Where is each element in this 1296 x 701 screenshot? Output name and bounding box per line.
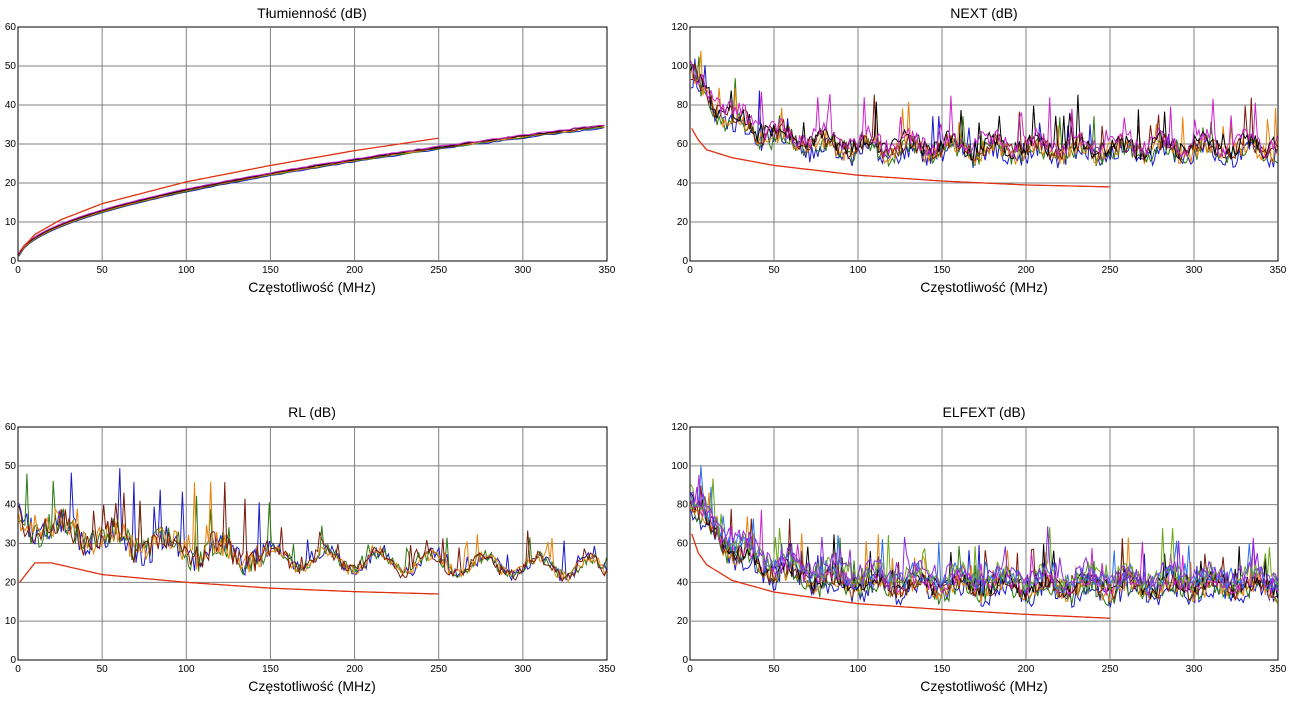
x-tick-label: 50: [97, 265, 109, 276]
x-tick-label: 300: [1186, 265, 1203, 276]
measurement-series-line: [690, 486, 1278, 590]
x-axis-label: Częstotliwość (MHz): [920, 279, 1048, 295]
chart-panel-return-loss: RL (dB) Częstotliwość (MHz) 0 50 100 150 200…: [5, 404, 616, 694]
x-tick-label: 300: [515, 664, 532, 675]
x-tick-label: 150: [934, 265, 951, 276]
y-tick-label: 50: [5, 461, 17, 472]
x-tick-label: 200: [1018, 664, 1035, 675]
chart-title: Tłumienność (dB): [257, 5, 367, 21]
x-tick-label: 250: [1102, 664, 1119, 675]
x-tick-label: 0: [687, 664, 693, 675]
y-tick-label: 60: [5, 422, 17, 433]
measurement-series-line: [690, 60, 1278, 158]
y-tick-label: 120: [671, 22, 688, 33]
x-tick-label: 50: [768, 265, 780, 276]
limit-curve-line: [691, 128, 1110, 188]
x-tick-label: 350: [599, 664, 616, 675]
y-tick-label: 10: [5, 616, 17, 627]
chart-title: RL (dB): [288, 404, 336, 420]
y-tick-label: 60: [677, 139, 689, 150]
measurement-series-line: [18, 481, 607, 584]
x-tick-label: 0: [687, 265, 693, 276]
x-tick-label: 350: [1270, 664, 1287, 675]
x-axis-label: Częstotliwość (MHz): [248, 279, 376, 295]
y-tick-label: 10: [5, 217, 17, 228]
chart-panel-next: NEXT (dB) Częstotliwość (MHz) 0 50 100 150 2…: [671, 5, 1286, 295]
y-tick-label: 120: [671, 422, 688, 433]
x-axis-label: Częstotliwość (MHz): [920, 678, 1048, 694]
limit-curve-line: [691, 533, 1111, 619]
x-tick-label: 100: [178, 265, 195, 276]
y-tick-label: 100: [671, 61, 688, 72]
y-tick-label: 0: [682, 655, 688, 666]
y-tick-label: 100: [671, 461, 688, 472]
x-axis-label: Częstotliwość (MHz): [248, 678, 376, 694]
x-tick-label: 250: [1102, 265, 1119, 276]
x-tick-label: 150: [262, 265, 279, 276]
y-tick-label: 40: [677, 178, 689, 189]
measurement-series-line: [18, 124, 605, 254]
limit-curve-line: [19, 562, 439, 595]
x-tick-label: 50: [97, 664, 109, 675]
x-tick-label: 0: [15, 664, 21, 675]
x-tick-label: 350: [1270, 265, 1287, 276]
y-tick-label: 0: [682, 256, 688, 267]
y-tick-label: 30: [5, 539, 17, 550]
x-tick-label: 250: [430, 664, 447, 675]
x-tick-label: 100: [850, 664, 867, 675]
measurement-series-line: [18, 482, 607, 583]
x-tick-label: 200: [346, 664, 363, 675]
x-tick-label: 200: [1018, 265, 1035, 276]
x-tick-label: 300: [515, 265, 532, 276]
x-tick-label: 100: [178, 664, 195, 675]
x-tick-label: 300: [1186, 664, 1203, 675]
y-tick-label: 80: [677, 500, 689, 511]
measurement-series-line: [690, 465, 1278, 594]
y-tick-label: 20: [677, 616, 689, 627]
y-tick-label: 20: [677, 217, 689, 228]
y-tick-label: 40: [5, 500, 17, 511]
chart-panel-elfext: ELFEXT (dB) Częstotliwość (MHz) 0 50 100 15…: [671, 404, 1286, 694]
y-tick-label: 60: [677, 539, 689, 550]
y-tick-label: 0: [10, 655, 16, 666]
x-tick-label: 200: [346, 265, 363, 276]
x-tick-label: 350: [599, 265, 616, 276]
y-tick-label: 40: [677, 577, 689, 588]
x-tick-label: 150: [262, 664, 279, 675]
limit-curve-line: [19, 137, 439, 252]
y-tick-label: 20: [5, 178, 17, 189]
y-tick-label: 20: [5, 577, 17, 588]
x-tick-label: 150: [934, 664, 951, 675]
y-tick-label: 50: [5, 61, 17, 72]
measurement-series-line: [690, 58, 1278, 169]
x-tick-label: 100: [850, 265, 867, 276]
x-tick-label: 0: [15, 265, 21, 276]
chart-title: ELFEXT (dB): [943, 404, 1026, 420]
x-tick-label: 250: [430, 265, 447, 276]
y-tick-label: 30: [5, 139, 17, 150]
y-tick-label: 0: [10, 256, 16, 267]
x-tick-label: 50: [768, 664, 780, 675]
chart-title: NEXT (dB): [950, 5, 1017, 21]
y-tick-label: 60: [5, 22, 17, 33]
y-tick-label: 40: [5, 100, 17, 111]
y-tick-label: 80: [677, 100, 689, 111]
chart-panel-attenuation: Tłumienność (dB) Częstotliwość (MHz) 0 50…: [5, 5, 616, 295]
